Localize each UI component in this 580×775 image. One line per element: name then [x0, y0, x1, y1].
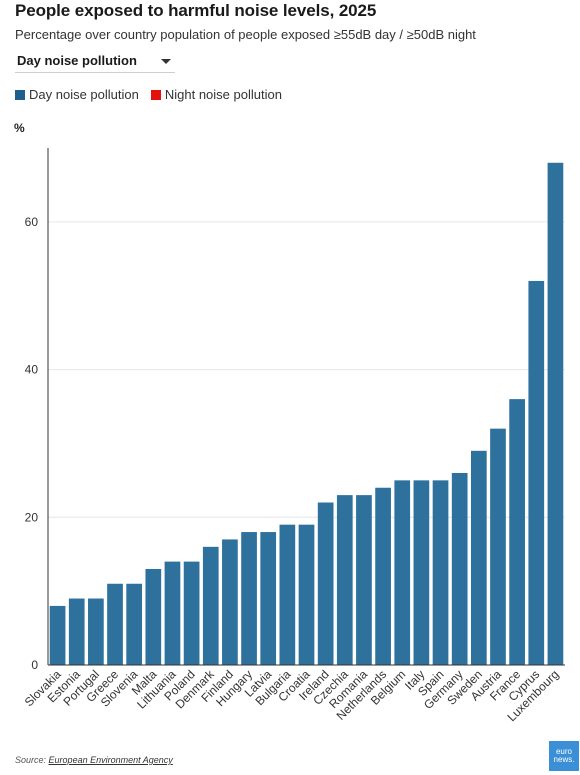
bar-sweden[interactable] — [470, 450, 487, 665]
axes: 0204060SlovakiaEstoniaPortugalGreeceSlov… — [22, 148, 565, 724]
bar-luxembourg[interactable] — [547, 162, 564, 665]
bar-romania[interactable] — [356, 495, 372, 665]
metric-dropdown[interactable]: Day noise pollution — [15, 50, 175, 73]
legend-swatch-night — [150, 89, 161, 100]
bar-latvia[interactable] — [260, 532, 277, 665]
bar-austria[interactable] — [490, 428, 506, 665]
bar-lithuania[interactable] — [164, 561, 181, 665]
source-link[interactable]: European Environment Agency — [48, 755, 173, 765]
bar-belgium[interactable] — [394, 480, 411, 665]
legend-item-night[interactable]: Night noise pollution — [150, 87, 282, 102]
chart-subtitle: Percentage over country population of pe… — [15, 27, 476, 42]
bar-malta[interactable] — [145, 568, 162, 665]
legend-label-night: Night noise pollution — [164, 87, 282, 102]
bar-greece[interactable] — [107, 583, 123, 665]
y-tick-label: 20 — [25, 510, 39, 524]
bar-croatia[interactable] — [298, 524, 315, 665]
bar-slovakia[interactable] — [49, 605, 66, 665]
legend-swatch-day — [15, 89, 25, 100]
y-tick-label: 0 — [31, 658, 38, 672]
legend-label-day: Day noise pollution — [29, 87, 139, 102]
bar-bulgaria[interactable] — [279, 524, 296, 665]
logo-line-2: news. — [553, 755, 575, 764]
y-tick-label: 40 — [25, 363, 39, 377]
bars — [49, 162, 564, 665]
bar-portugal[interactable] — [88, 598, 104, 665]
bar-spain[interactable] — [432, 480, 449, 665]
grid-lines — [48, 221, 565, 518]
bar-italy[interactable] — [413, 480, 430, 665]
euronews-logo: euro news. — [549, 741, 579, 771]
bar-poland[interactable] — [183, 561, 200, 665]
source-prefix: Source: — [15, 755, 47, 765]
chart-title: People exposed to harmful noise levels, … — [15, 1, 377, 20]
chevron-down-icon — [161, 59, 171, 64]
bar-netherlands[interactable] — [375, 487, 391, 665]
dropdown-selected-value: Day noise pollution — [17, 53, 137, 68]
bar-ireland[interactable] — [317, 502, 334, 665]
bar-france[interactable] — [509, 399, 525, 665]
bar-germany[interactable] — [451, 472, 468, 665]
legend: Day noise pollution Night noise pollutio… — [15, 87, 282, 102]
bar-cyprus[interactable] — [528, 280, 545, 665]
bar-estonia[interactable] — [68, 598, 85, 665]
y-tick-label: 60 — [25, 215, 39, 229]
bar-slovenia[interactable] — [126, 583, 143, 665]
bar-hungary[interactable] — [241, 532, 257, 665]
logo-line-1: euro — [555, 747, 572, 756]
bar-czechia[interactable] — [336, 495, 353, 665]
source-note: Source: European Environment Agency — [15, 755, 173, 765]
legend-item-day[interactable]: Day noise pollution — [15, 87, 139, 102]
y-axis-unit: % — [14, 121, 25, 135]
bar-denmark[interactable] — [202, 546, 219, 665]
bar-chart: 0204060SlovakiaEstoniaPortugalGreeceSlov… — [22, 148, 565, 724]
bar-finland[interactable] — [222, 539, 238, 665]
